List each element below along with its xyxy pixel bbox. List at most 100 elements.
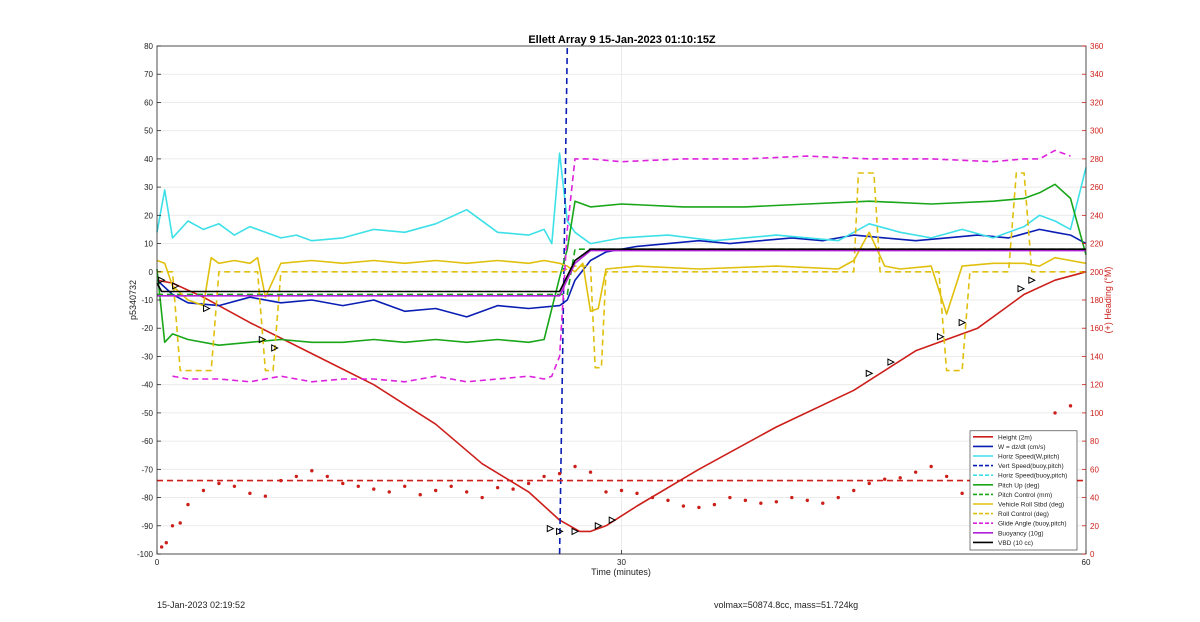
- x-tick-label: 0: [155, 558, 160, 567]
- heading-point: [929, 464, 933, 469]
- heading-point: [867, 481, 871, 486]
- y2-tick-label: 220: [1090, 240, 1104, 249]
- heading-point: [325, 474, 330, 479]
- y-tick-label: -80: [141, 494, 153, 503]
- y-tick-label: 0: [149, 268, 154, 277]
- y2-tick-label: 80: [1090, 437, 1099, 446]
- y2-tick-label: 40: [1090, 494, 1099, 503]
- waypoint-marker: [546, 524, 555, 533]
- legend-entry-label: Buoyancy (10g): [998, 530, 1044, 537]
- heading-point: [542, 474, 546, 479]
- heading-point: [557, 471, 562, 476]
- heading-point: [341, 481, 345, 486]
- waypoint-marker: [958, 318, 967, 327]
- y-tick-label: 80: [144, 42, 153, 51]
- legend-box: [969, 430, 1078, 551]
- heading-point: [944, 474, 949, 479]
- waypoint-marker: [172, 282, 180, 290]
- heading-point: [774, 500, 779, 504]
- legend-entry-label: Horiz Speed(buoy,pitch): [998, 473, 1067, 480]
- heading-point: [434, 488, 438, 493]
- waypoint-marker: [571, 527, 580, 536]
- legend-entry-label: VBD (10 cc): [998, 540, 1033, 547]
- legend-entry-label: Height (2m): [998, 434, 1032, 441]
- y2-tick-label: 260: [1090, 183, 1104, 192]
- heading-point: [170, 524, 175, 528]
- y-tick-label: 10: [144, 240, 153, 249]
- heading-point: [960, 491, 964, 496]
- y2-tick-label: 360: [1090, 42, 1104, 51]
- heading-point: [232, 484, 237, 488]
- series-line-pitch-up-deg: [156, 183, 1087, 346]
- legend-entry-label: Pitch Up (deg): [998, 482, 1040, 489]
- heading-point: [449, 484, 453, 488]
- series-line-w-dz-dt-cm-s: [156, 228, 1087, 318]
- series-line-roll-control-deg: [157, 172, 1086, 372]
- y-tick-label: -90: [141, 522, 153, 531]
- legend: Height (2m) W = dz/dt (cm/s) Horiz Speed(W…: [969, 430, 1078, 551]
- heading-point: [650, 495, 655, 500]
- heading-point: [248, 491, 252, 496]
- y2-tick-label: 120: [1090, 381, 1104, 390]
- heading-point: [790, 495, 794, 500]
- heading-point: [743, 498, 748, 503]
- y2-axis-label: (+) Heading (°M): [1103, 267, 1113, 334]
- heading-point: [1053, 411, 1057, 415]
- waypoint-marker: [271, 344, 279, 352]
- heading-point: [217, 481, 221, 486]
- y-axis-label: p5340732: [128, 280, 138, 320]
- legend-entry-label: Glide Angle (buoy,pitch): [998, 521, 1067, 528]
- legend-entry-label: Pitch Control (mm): [998, 492, 1052, 499]
- waypoint-marker: [1017, 284, 1026, 293]
- y-tick-label: -50: [141, 409, 153, 418]
- waypoint-marker: [608, 516, 617, 524]
- waypoint-marker: [203, 304, 211, 313]
- series-line-buoyancy-10g: [157, 249, 1086, 297]
- x-tick-label: 30: [617, 558, 626, 567]
- y2-tick-label: 320: [1090, 98, 1104, 107]
- heading-point: [898, 476, 902, 480]
- y2-tick-label: 20: [1090, 522, 1099, 531]
- y-tick-label: -30: [141, 352, 153, 361]
- y2-tick-label: 160: [1090, 324, 1104, 333]
- waypoint-marker: [556, 527, 564, 536]
- y2-tick-label: 300: [1090, 127, 1104, 136]
- heading-point: [883, 477, 887, 481]
- heading-point: [159, 545, 164, 549]
- heading-point: [294, 474, 299, 479]
- y2-tick-label: 60: [1090, 465, 1099, 474]
- waypoint-marker: [865, 369, 874, 378]
- heading-point: [178, 521, 182, 525]
- heading-point: [588, 470, 593, 474]
- heading-point: [805, 498, 809, 503]
- heading-point: [310, 469, 314, 473]
- y-tick-label: 40: [144, 155, 153, 164]
- legend-entry-label: Vehicle Roll Stbd (deg): [998, 502, 1064, 509]
- footer-timestamp: 15-Jan-2023 02:19:52: [157, 600, 246, 610]
- heading-point: [356, 484, 360, 488]
- heading-point: [712, 502, 717, 507]
- legend-entry-label: Horiz Speed(W,pitch): [998, 454, 1059, 461]
- heading-point: [164, 541, 168, 545]
- heading-point: [526, 481, 531, 486]
- y-tick-label: 50: [144, 127, 153, 136]
- series-line-height-2m: [156, 271, 1087, 533]
- heading-point: [635, 491, 639, 496]
- heading-point: [619, 488, 624, 493]
- waypoint-marker: [887, 358, 896, 366]
- heading-point: [759, 501, 763, 505]
- heading-point: [186, 502, 190, 507]
- heading-point: [495, 485, 500, 490]
- y2-tick-label: 200: [1090, 268, 1104, 277]
- y2-tick-label: 180: [1090, 296, 1104, 305]
- y-tick-label: 30: [144, 183, 153, 192]
- heading-point: [604, 490, 608, 494]
- y-tick-label: 20: [144, 211, 153, 220]
- waypoint-marker: [158, 276, 166, 285]
- heading-point: [852, 488, 856, 493]
- heading-point: [821, 501, 825, 505]
- heading-point: [1068, 404, 1073, 408]
- y-tick-label: -10: [141, 296, 153, 305]
- heading-point: [573, 464, 577, 469]
- heading-point: [728, 495, 732, 500]
